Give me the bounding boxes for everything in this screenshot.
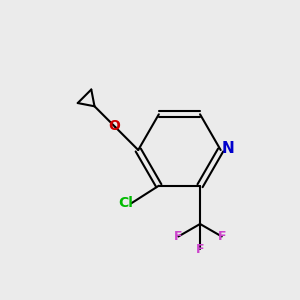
Text: Cl: Cl xyxy=(118,196,133,210)
Text: F: F xyxy=(174,230,183,243)
Text: F: F xyxy=(196,242,204,256)
Text: O: O xyxy=(108,118,120,133)
Text: N: N xyxy=(222,141,234,156)
Text: F: F xyxy=(218,230,226,243)
